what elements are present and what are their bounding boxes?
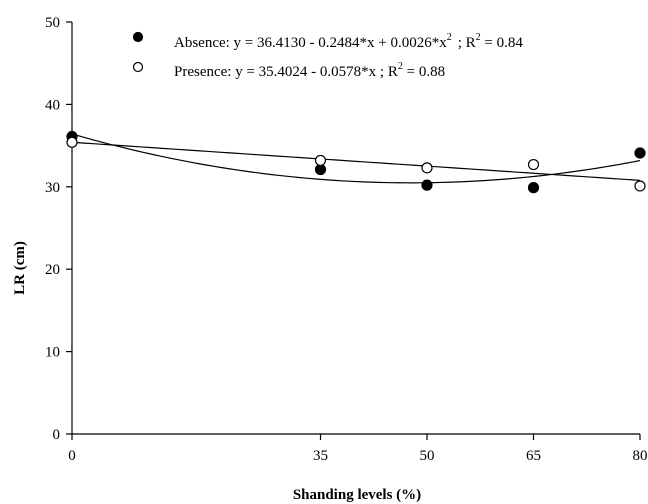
y-tick-label: 10	[45, 345, 60, 361]
y-tick-label: 30	[45, 180, 60, 196]
legend-equation-absence-text: Absence: y = 36.4130 - 0.2484*x + 0.0026…	[174, 35, 447, 51]
legend-marker-absence	[132, 31, 144, 43]
point-presence	[314, 154, 327, 167]
y-axis-title: LR (cm)	[12, 241, 28, 295]
axes: 0 10 20 30 40 50 0 35 50 65 80	[45, 15, 648, 464]
x-tick-label: 50	[420, 448, 435, 464]
legend-r2-absence-prefix: ; R	[458, 35, 476, 51]
legend-equation-presence-text: Presence: y = 35.4024 - 0.0578*x ; R	[174, 64, 398, 80]
point-presence	[421, 162, 433, 174]
x-tick-label: 65	[526, 448, 541, 464]
legend-r2-absence-value: = 0.84	[481, 35, 524, 51]
legend-r2-absence-exponent: 2	[476, 32, 481, 43]
legend-r2-presence-value: = 0.88	[403, 64, 445, 80]
legend-equation-absence: Absence: y = 36.4130 - 0.2484*x + 0.0026…	[174, 32, 523, 51]
point-presence	[634, 180, 646, 192]
y-tick-label: 20	[45, 262, 60, 278]
legend-r2-presence-exponent: 2	[398, 61, 403, 72]
legend: Absence: y = 36.4130 - 0.2484*x + 0.0026…	[132, 31, 523, 80]
fit-line-presence	[71, 141, 641, 181]
point-absence	[634, 147, 646, 159]
data-points	[66, 130, 646, 194]
fit-line-absence	[71, 133, 641, 184]
point-absence	[421, 179, 433, 191]
point-absence	[527, 182, 540, 194]
legend-equation-absence-exponent: 2	[447, 32, 452, 43]
x-tick-label: 35	[313, 448, 328, 464]
y-tick-label: 50	[45, 15, 60, 31]
y-tick-label: 0	[53, 427, 61, 443]
y-tick-label: 40	[45, 97, 60, 113]
fit-lines	[71, 133, 641, 184]
x-tick-label: 80	[633, 448, 648, 464]
point-presence	[66, 136, 78, 148]
x-tick-label: 0	[68, 448, 76, 464]
legend-marker-presence	[132, 61, 144, 73]
x-axis-title: Shanding levels (%)	[293, 487, 421, 503]
point-presence	[527, 158, 540, 171]
legend-equation-presence: Presence: y = 35.4024 - 0.0578*x ; R2 = …	[174, 61, 445, 80]
